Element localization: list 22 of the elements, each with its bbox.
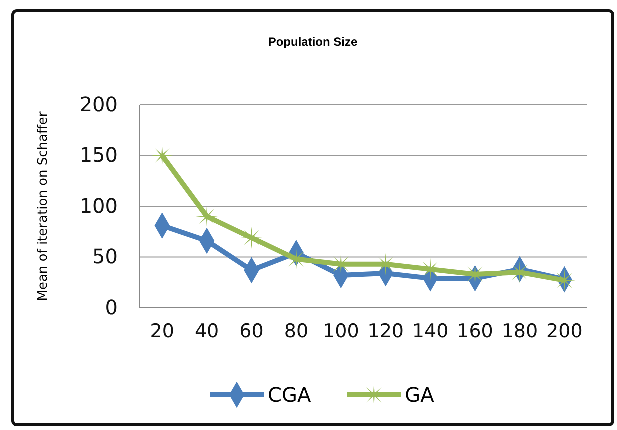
x-tick-label: 60: [240, 320, 264, 342]
point: [151, 144, 174, 167]
point: [196, 206, 218, 228]
legend-label: CGA: [268, 383, 312, 407]
x-tick-label: 20: [150, 320, 174, 342]
x-tick-label: 200: [546, 320, 583, 342]
x-tick-label: 80: [284, 320, 309, 342]
x-tick-label: 40: [194, 320, 220, 342]
chart-title: Population Size: [268, 35, 358, 49]
x-tick-label: 160: [457, 320, 494, 342]
x-tick-label: 180: [502, 320, 538, 342]
y-tick-label: 100: [80, 194, 118, 218]
y-tick-label: 200: [80, 92, 118, 116]
y-axis-title: Mean of iteration on Schaffer: [36, 111, 51, 302]
y-tick-label: 50: [92, 244, 118, 269]
y-tick-label: 0: [105, 295, 118, 320]
x-tick-label: 120: [368, 320, 404, 342]
x-tick-label: 100: [323, 320, 360, 342]
x-tick-label: 140: [412, 320, 449, 342]
y-tick-label: 150: [80, 143, 118, 168]
point: [240, 226, 263, 249]
legend-label: GA: [405, 383, 435, 407]
